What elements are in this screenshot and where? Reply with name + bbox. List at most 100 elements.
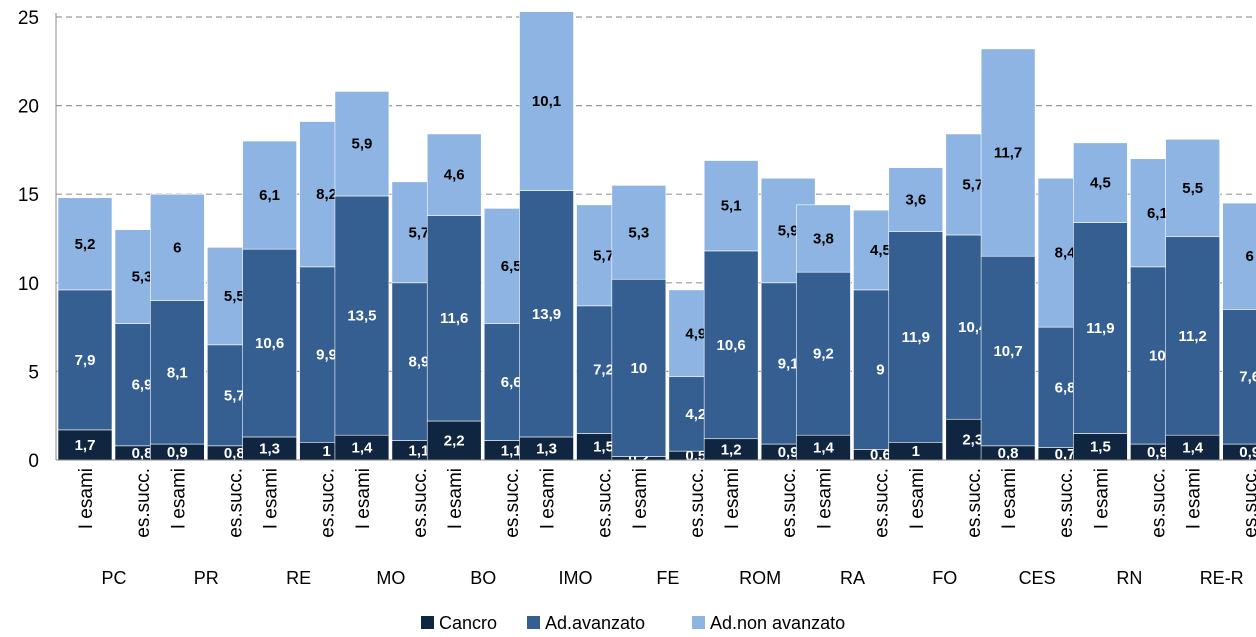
x-group-label: CES xyxy=(1019,568,1056,588)
data-label: 9,1 xyxy=(778,355,799,372)
legend-swatch xyxy=(692,616,705,629)
bar-segment xyxy=(1073,433,1128,461)
data-label: 8,1 xyxy=(167,364,188,381)
data-label: 4,9 xyxy=(685,325,706,342)
data-label: 1 xyxy=(322,443,330,460)
x-category-label: es.succ. xyxy=(1241,468,1256,538)
data-label: 0,9 xyxy=(1239,444,1256,461)
y-tick-label: 15 xyxy=(18,185,39,206)
data-label: 11,2 xyxy=(1179,328,1207,345)
data-label: 1,5 xyxy=(1090,439,1111,456)
data-label: 13,9 xyxy=(532,306,561,323)
data-label: 1,4 xyxy=(351,440,373,457)
bar-segment xyxy=(1165,434,1220,461)
data-label: 6,1 xyxy=(1147,205,1168,222)
bar-segment xyxy=(519,11,574,191)
data-label: 2,3 xyxy=(962,432,983,449)
bar-segment xyxy=(426,215,482,422)
data-label: 5,9 xyxy=(778,223,799,240)
bar-segment xyxy=(980,255,1036,447)
x-category-label: I esami xyxy=(999,468,1020,529)
data-label: 1,1 xyxy=(408,442,429,459)
data-label: 0,8 xyxy=(132,445,153,462)
data-label: 4,5 xyxy=(870,242,891,259)
x-category-label: I esami xyxy=(445,468,466,529)
bar-segment xyxy=(1165,236,1220,436)
bar-segment xyxy=(611,185,667,280)
bar-segment xyxy=(242,248,297,438)
x-category-label: I esami xyxy=(1184,468,1205,529)
bar-segment xyxy=(703,160,759,252)
y-tick-label: 25 xyxy=(18,8,39,29)
x-group-label: RN xyxy=(1116,568,1142,588)
data-label: 5,7 xyxy=(408,224,429,241)
data-label: 1,5 xyxy=(593,439,614,456)
bar-segment xyxy=(980,48,1036,257)
x-category-label: I esami xyxy=(538,468,559,529)
x-category-label: es.succ. xyxy=(1056,468,1077,538)
data-label: 5,7 xyxy=(224,387,245,404)
data-label: 7,2 xyxy=(593,362,614,379)
y-tick-label: 20 xyxy=(18,97,39,118)
x-category-label: es.succ. xyxy=(687,468,708,538)
bar-segment xyxy=(334,434,390,461)
y-tick-label: 10 xyxy=(18,274,39,295)
x-category-label: I esami xyxy=(630,468,651,529)
y-axis: 0 5 10 15 20 25 xyxy=(18,8,57,472)
x-axis: I esami es.succ. I esami es.succ. I esami es.… xyxy=(56,459,1256,588)
x-category-label: I esami xyxy=(261,468,282,529)
x-group-label: PR xyxy=(194,568,219,588)
bar-segment xyxy=(334,195,390,436)
bar-segment xyxy=(150,300,205,445)
x-group-label: PC xyxy=(101,568,126,588)
x-category-label: es.succ. xyxy=(964,468,985,538)
data-label: 5,7 xyxy=(962,176,983,193)
data-label: 6,9 xyxy=(132,377,153,394)
y-tick-label: 0 xyxy=(28,451,39,472)
data-label: 1,7 xyxy=(75,437,96,454)
data-label: 0,8 xyxy=(998,445,1019,462)
data-label: 1,3 xyxy=(536,440,557,457)
bars: 1,77,95,20,86,95,30,98,160,85,75,51,310,… xyxy=(57,11,1256,467)
legend: Cancro Ad.avanzato Ad.non avanzato xyxy=(421,613,845,633)
legend-swatch xyxy=(527,616,540,629)
data-label: 4,2 xyxy=(685,406,706,423)
data-label: 7,9 xyxy=(75,352,96,369)
data-label: 10,6 xyxy=(255,335,284,352)
x-group-label: MO xyxy=(376,568,405,588)
data-label: 0,7 xyxy=(1055,446,1076,463)
bar-segment xyxy=(1073,142,1128,223)
x-group-label: FO xyxy=(932,568,957,588)
legend-swatch xyxy=(421,616,434,629)
x-group-label: RA xyxy=(840,568,865,588)
bar-segment xyxy=(426,133,482,216)
x-category-label: es.succ. xyxy=(410,468,431,538)
data-label: 0,6 xyxy=(870,447,891,464)
bar-segment xyxy=(57,289,113,431)
bar-segment xyxy=(150,193,205,301)
data-label: 5,9 xyxy=(351,136,372,153)
x-category-label: I esami xyxy=(722,468,743,529)
data-label: 5,3 xyxy=(132,269,153,286)
data-label: 7,6 xyxy=(1239,369,1256,386)
data-label: 0,8 xyxy=(224,445,245,462)
x-group-label: FE xyxy=(656,568,679,588)
data-label: 10,1 xyxy=(532,93,561,110)
data-label: 6,6 xyxy=(501,374,522,391)
x-category-label: I esami xyxy=(168,468,189,529)
x-category-label: es.succ. xyxy=(779,468,800,538)
data-label: 11,6 xyxy=(440,310,468,327)
x-category-label: es.succ. xyxy=(225,468,246,538)
data-label: 0,9 xyxy=(167,444,188,461)
data-label: 2,2 xyxy=(444,433,465,450)
data-label: 1,4 xyxy=(813,440,835,457)
data-label: 10,6 xyxy=(717,337,746,354)
x-group-label: BO xyxy=(470,568,496,588)
legend-label: Ad.avanzato xyxy=(545,613,645,633)
data-label: 0,9 xyxy=(778,444,799,461)
data-label: 6,8 xyxy=(1055,379,1076,396)
bar-segment xyxy=(1165,138,1220,238)
data-label: 1,4 xyxy=(1182,440,1204,457)
data-label: 8,4 xyxy=(1055,245,1077,262)
x-group-label: RE-R xyxy=(1200,568,1244,588)
